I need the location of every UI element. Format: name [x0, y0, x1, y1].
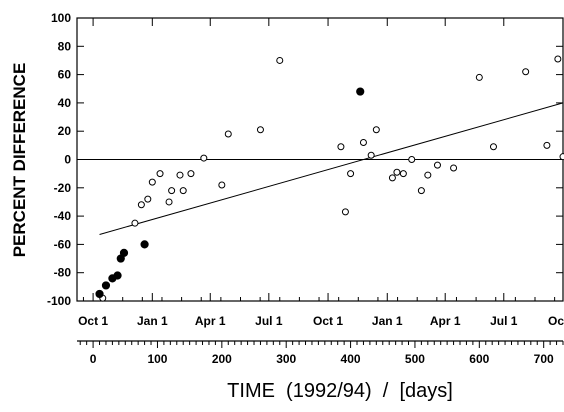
y-tick-label: -40	[54, 209, 72, 223]
day-tick-label: 500	[405, 352, 425, 366]
open-data-point	[399, 170, 407, 178]
open-data-point	[417, 187, 425, 195]
open-data-point	[144, 195, 152, 203]
day-tick-label: 200	[212, 352, 232, 366]
filled-data-point	[356, 87, 365, 96]
open-data-point	[359, 139, 367, 147]
filled-data-point	[101, 281, 111, 290]
trend-line	[99, 102, 564, 235]
open-data-point	[347, 170, 355, 178]
day-tick-label: 600	[469, 352, 489, 366]
open-data-point	[179, 187, 187, 195]
y-tick-label: 80	[58, 39, 72, 53]
y-tick-label: 0	[64, 153, 71, 167]
y-tick-label: -20	[54, 181, 72, 195]
open-data-point	[256, 126, 264, 134]
open-data-point	[475, 73, 483, 81]
open-data-point	[408, 156, 416, 163]
filled-data-point	[119, 248, 129, 257]
open-data-point	[433, 161, 441, 169]
open-data-point	[424, 171, 432, 179]
open-data-point	[224, 130, 232, 138]
open-data-point	[367, 151, 375, 159]
filled-data-point	[113, 271, 122, 280]
month-tick-label: Oct 1	[548, 314, 564, 328]
y-tick-label: -60	[54, 237, 72, 251]
month-tick-label: Jul 1	[255, 314, 283, 328]
open-data-point	[276, 56, 284, 64]
open-data-point	[165, 198, 173, 206]
open-data-point	[187, 170, 195, 178]
month-tick-label: Oct 1	[313, 314, 343, 328]
day-tick-label: 300	[276, 352, 296, 366]
open-data-point	[341, 208, 349, 216]
y-tick-label: 20	[58, 124, 72, 138]
open-data-point	[393, 168, 401, 176]
day-tick-label: 400	[341, 352, 361, 366]
open-data-point	[137, 201, 145, 209]
y-tick-label: -100	[47, 294, 71, 308]
day-tick-label: 0	[90, 352, 97, 366]
month-tick-label: Apr 1	[195, 314, 226, 328]
open-data-point	[200, 154, 208, 162]
y-tick-label: -80	[54, 266, 72, 280]
open-data-point	[543, 141, 551, 149]
open-data-point	[156, 170, 164, 178]
month-tick-label: Oct 1	[78, 314, 108, 328]
open-data-point	[218, 181, 226, 189]
open-data-point	[450, 164, 458, 172]
open-data-point	[554, 55, 562, 63]
y-tick-label: 60	[58, 68, 72, 82]
day-tick-label: 100	[147, 352, 167, 366]
filled-data-point	[140, 240, 149, 249]
open-data-point	[522, 68, 530, 76]
month-tick-label: Jan 1	[372, 314, 403, 328]
month-tick-label: Apr 1	[430, 314, 461, 328]
y-axis-title: PERCENT DIFFERENCE	[10, 63, 29, 258]
open-data-point	[337, 143, 345, 151]
y-tick-label: 40	[58, 96, 72, 110]
x-axis-title: TIME (1992/94) / [days]	[227, 380, 453, 402]
day-tick-label: 700	[534, 352, 554, 366]
open-data-point	[148, 178, 156, 186]
y-tick-label: 100	[51, 11, 71, 25]
filled-data-point	[95, 289, 104, 299]
open-data-point	[388, 174, 396, 182]
open-data-point	[176, 171, 184, 179]
open-data-point	[559, 153, 564, 161]
open-data-point	[168, 187, 176, 195]
open-data-point	[489, 143, 497, 151]
open-data-point	[131, 219, 139, 227]
open-data-point	[372, 126, 380, 134]
month-tick-label: Jan 1	[137, 314, 168, 328]
month-tick-label: Jul 1	[490, 314, 518, 328]
